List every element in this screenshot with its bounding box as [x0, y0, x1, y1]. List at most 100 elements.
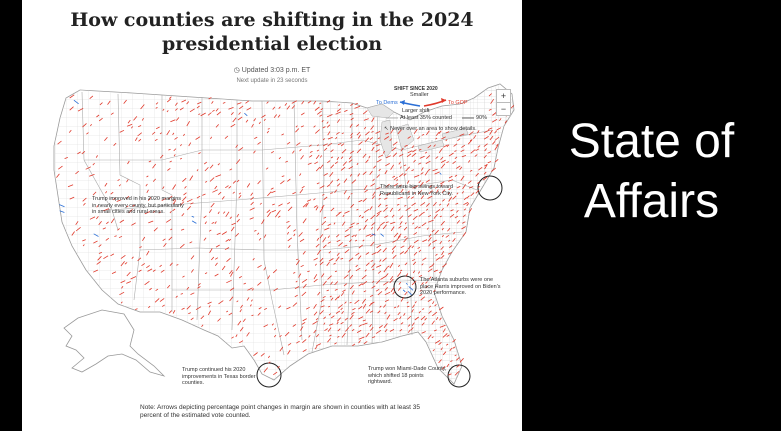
gop-shift-arrow [365, 252, 370, 255]
gop-shift-arrow [336, 234, 340, 238]
gop-shift-arrow [197, 286, 201, 289]
gop-shift-arrow [230, 123, 236, 128]
gop-shift-arrow [440, 220, 445, 226]
gop-shift-arrow [399, 215, 404, 220]
gop-shift-arrow [268, 361, 271, 364]
gop-shift-arrow [207, 301, 212, 305]
gop-shift-arrow [134, 137, 138, 142]
gop-shift-arrow [147, 268, 153, 272]
gop-shift-arrow [98, 244, 102, 248]
gop-shift-arrow [335, 310, 341, 314]
gop-shift-arrow [327, 241, 332, 244]
side-title: State of Affairs [522, 112, 781, 232]
gop-shift-arrow [334, 281, 339, 286]
gop-shift-arrow [441, 366, 446, 370]
gop-shift-arrow [467, 139, 473, 145]
gop-shift-arrow [448, 187, 452, 191]
gop-shift-arrow [99, 102, 103, 106]
gop-shift-arrow [172, 132, 175, 136]
gop-shift-arrow [361, 274, 367, 280]
annotation-atlanta: The Atlanta suburbs were one place Harri… [420, 277, 501, 297]
zoom-out-button[interactable]: − [496, 102, 511, 116]
gop-shift-arrow [378, 154, 384, 158]
gop-shift-arrow [378, 193, 382, 197]
gop-shift-arrow [393, 183, 399, 187]
gop-shift-arrow [389, 329, 395, 332]
gop-shift-arrow [337, 304, 343, 309]
gop-shift-arrow [406, 180, 410, 184]
gop-shift-arrow [358, 244, 363, 249]
gop-shift-arrow [235, 233, 239, 237]
dem-shift-arrow [244, 112, 248, 117]
gop-shift-arrow [427, 195, 433, 199]
gop-shift-arrow [217, 211, 220, 215]
dem-shift-arrow [380, 233, 385, 237]
gop-shift-arrow [441, 189, 446, 194]
gop-shift-arrow [155, 102, 159, 105]
gop-shift-arrow [336, 321, 339, 325]
gop-shift-arrow [370, 241, 375, 247]
gop-shift-arrow [362, 171, 367, 176]
gop-shift-arrow [124, 262, 128, 265]
gop-shift-arrow [229, 296, 234, 302]
gop-shift-arrow [372, 280, 375, 284]
gop-shift-arrow [183, 133, 185, 137]
gop-shift-arrow [198, 113, 201, 116]
gop-shift-arrow [137, 132, 142, 137]
gop-shift-arrow [349, 173, 353, 177]
gop-shift-arrow [278, 305, 282, 309]
us-county-map[interactable] [22, 0, 522, 431]
gop-shift-arrow [288, 245, 291, 248]
zoom-in-button[interactable]: + [496, 89, 511, 103]
gop-shift-arrow [317, 291, 321, 296]
gop-shift-arrow [168, 310, 172, 314]
gop-shift-arrow [321, 204, 325, 209]
gop-shift-arrow [460, 149, 465, 153]
gop-shift-arrow [349, 314, 354, 320]
gop-shift-arrow [427, 219, 434, 223]
gop-shift-arrow [336, 119, 341, 123]
gop-shift-arrow [448, 196, 453, 202]
gop-shift-arrow [102, 227, 106, 230]
gop-shift-arrow [376, 279, 381, 285]
gop-shift-arrow [407, 150, 413, 154]
gop-shift-arrow [420, 202, 426, 206]
gop-shift-arrow [466, 202, 470, 207]
gop-shift-arrow [413, 159, 416, 163]
gop-shift-arrow [204, 167, 209, 172]
gop-shift-arrow [326, 261, 330, 267]
gop-shift-arrow [407, 196, 410, 199]
gop-shift-arrow [126, 195, 130, 200]
gop-shift-arrow [82, 197, 87, 202]
gop-shift-arrow [120, 261, 125, 267]
gop-shift-arrow [390, 128, 394, 134]
gop-shift-arrow [418, 275, 423, 278]
gop-shift-arrow [370, 183, 376, 187]
gop-shift-arrow [226, 257, 231, 263]
gop-shift-arrow [211, 222, 215, 224]
gop-shift-arrow [118, 184, 121, 187]
gop-shift-arrow [146, 175, 149, 178]
gop-shift-arrow [298, 232, 303, 237]
gop-shift-arrow [317, 144, 319, 147]
gop-shift-arrow [449, 213, 455, 218]
dem-shift-arrow [93, 233, 99, 237]
gop-shift-arrow [375, 131, 381, 134]
gop-shift-arrow [356, 330, 362, 333]
gop-shift-arrow [148, 220, 154, 224]
gop-shift-arrow [314, 345, 318, 350]
gop-shift-arrow [97, 256, 102, 261]
gop-shift-arrow [286, 231, 290, 235]
gop-shift-arrow [294, 294, 298, 298]
gop-shift-arrow [316, 249, 322, 256]
gop-shift-arrow [301, 291, 307, 297]
gop-shift-arrow [284, 103, 288, 106]
gop-shift-arrow [155, 106, 158, 109]
gop-shift-arrow [450, 209, 454, 212]
gop-shift-arrow [146, 265, 150, 269]
gop-shift-arrow [197, 283, 201, 286]
gop-shift-arrow [350, 132, 354, 136]
gop-shift-arrow [263, 267, 267, 271]
gop-shift-arrow [452, 195, 457, 200]
gop-shift-arrow [215, 174, 222, 178]
